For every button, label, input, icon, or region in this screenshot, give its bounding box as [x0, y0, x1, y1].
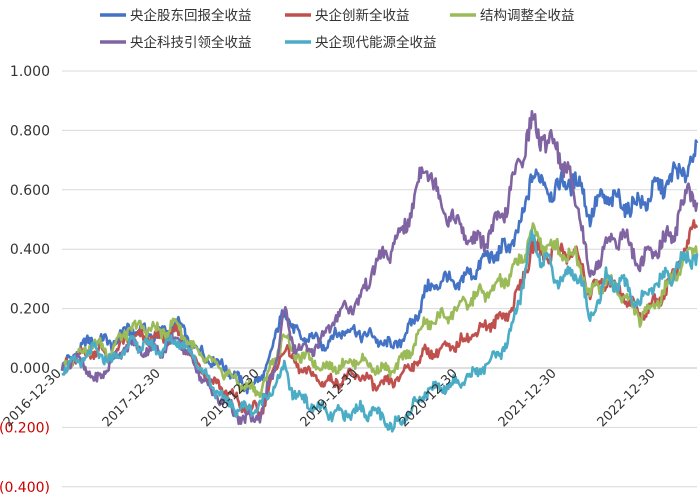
- x-tick-label: 2021-12-30: [496, 366, 560, 430]
- legend-label: 结构调整全收益: [480, 7, 575, 24]
- series-line: [60, 222, 699, 399]
- y-axis-labels: 1.000 0.800 0.600 0.400 0.200 0.000 (0.200) (0.…: [0, 64, 50, 496]
- y-tick-label: 0.600: [10, 183, 50, 199]
- y-tick-label: 0.800: [10, 123, 50, 139]
- series-line: [60, 139, 699, 395]
- y-tick-label: 1.000: [10, 64, 50, 80]
- y-tick-label: 0.400: [10, 242, 50, 258]
- y-tick-label: (0.200): [0, 420, 50, 436]
- legend-label: 央企现代能源全收益: [315, 34, 437, 51]
- legend-label: 央企创新全收益: [315, 7, 410, 24]
- series-line: [61, 229, 699, 433]
- y-tick-label: 0.000: [10, 361, 50, 377]
- legend-label: 央企科技引领全收益: [130, 34, 252, 51]
- chart-series-lines: [60, 110, 699, 433]
- x-tick-label: 2017-12-30: [100, 366, 164, 430]
- x-tick-label: 2020-12-30: [397, 366, 461, 430]
- x-tick-label: 2022-12-30: [595, 366, 659, 430]
- y-tick-label: 0.200: [10, 302, 50, 318]
- legend-label: 央企股东回报全收益: [130, 7, 252, 24]
- y-tick-label: (0.400): [0, 480, 50, 496]
- chart-grid: [62, 70, 697, 488]
